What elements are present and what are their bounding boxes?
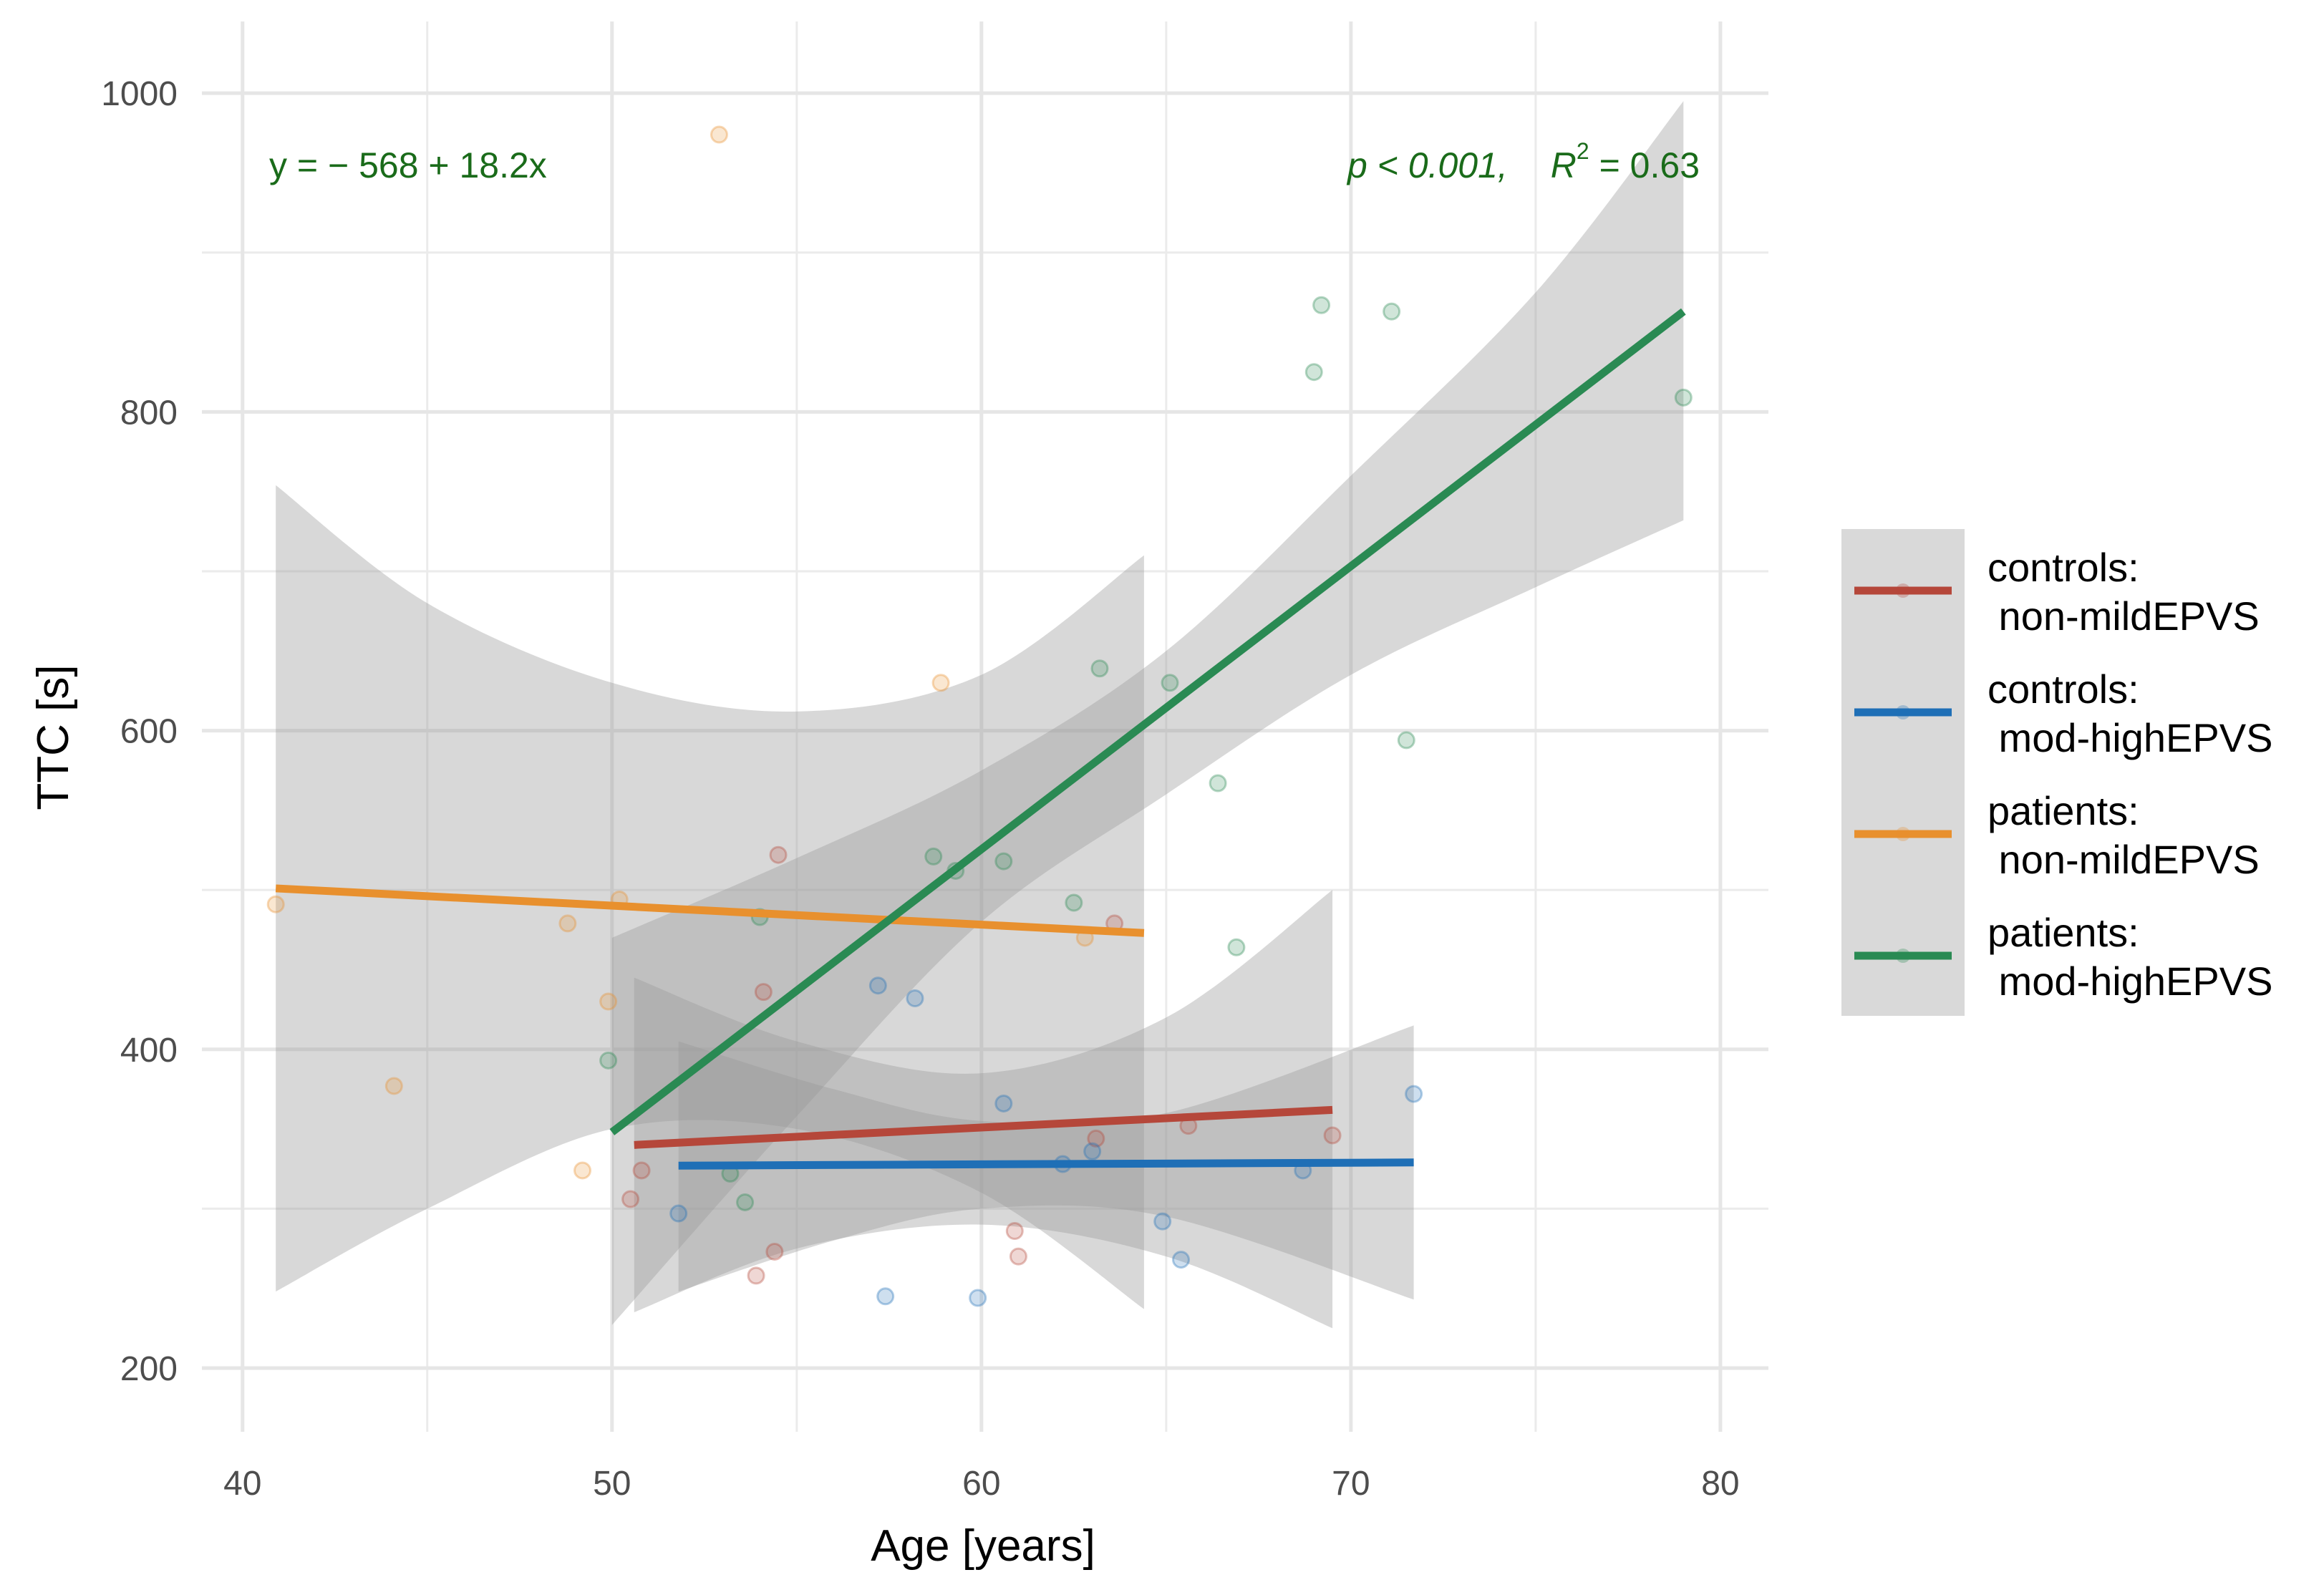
regression-line: [275, 884, 1145, 937]
data-point: [621, 1190, 640, 1208]
data-point: [1405, 1085, 1423, 1103]
y-axis-title: TTC [s]: [29, 664, 78, 810]
confidence-ribbons: [276, 101, 1684, 1329]
legend-item-patients-modhigh: patients: mod-highEPVS: [1854, 910, 2272, 1004]
data-point: [765, 1242, 784, 1261]
y-tick-label: 800: [120, 394, 178, 432]
data-point: [573, 1161, 592, 1180]
legend-item-patients-nonmild: patients: non-mildEPVS: [1854, 788, 2260, 882]
data-point: [1005, 1222, 1024, 1241]
legend-label-line1: controls:: [1987, 545, 2139, 590]
legend-label-line1: patients:: [1987, 910, 2139, 955]
grid-minor: [202, 21, 1768, 1432]
x-tick-labels: 40 50 60 70 80: [223, 1465, 1740, 1503]
legend-label-line2: mod-highEPVS: [1987, 959, 2272, 1004]
legend-label-line1: patients:: [1987, 788, 2139, 833]
y-tick-labels: 200 400 600 800 1000: [101, 75, 178, 1388]
data-point: [1153, 1212, 1172, 1231]
y-tick-label: 1000: [101, 75, 178, 113]
data-point: [599, 992, 618, 1011]
regression-lines: [275, 308, 1686, 1170]
legend-item-controls-nonmild: controls: non-mildEPVS: [1854, 545, 2260, 639]
data-point: [384, 1077, 403, 1095]
data-point: [754, 983, 773, 1002]
data-point: [924, 847, 943, 866]
legend-item-controls-modhigh: controls: mod-highEPVS: [1854, 666, 2272, 760]
data-point: [558, 914, 577, 933]
data-point: [1383, 302, 1401, 321]
legend-key-point: [1896, 705, 1910, 719]
legend-key-point: [1896, 949, 1910, 963]
data-point: [599, 1051, 618, 1070]
data-point: [710, 125, 728, 144]
data-point: [1323, 1126, 1342, 1145]
legend-label-line2: non-mildEPVS: [1987, 837, 2260, 882]
data-point: [1227, 938, 1246, 956]
legend-label-line1: controls:: [1987, 666, 2139, 712]
data-point: [1312, 296, 1331, 314]
data-point: [1065, 893, 1083, 912]
confidence-ribbon: [276, 485, 1144, 1309]
data-point: [906, 989, 924, 1008]
x-axis-title: Age [years]: [871, 1521, 1095, 1571]
regression-line: [609, 308, 1686, 1135]
data-point: [1090, 659, 1109, 678]
data-point: [1083, 1142, 1102, 1160]
grid-major: [202, 21, 1768, 1432]
data-point: [1161, 674, 1179, 692]
legend-key-point: [1896, 827, 1910, 841]
data-point: [747, 1266, 765, 1285]
y-tick-label: 200: [120, 1350, 178, 1388]
data-point: [1304, 363, 1323, 382]
data-point: [969, 1289, 987, 1307]
data-point: [1009, 1247, 1027, 1266]
data-point: [1172, 1251, 1190, 1269]
data-point: [876, 1287, 895, 1306]
equation-annotation: y = − 568 + 18.2x: [269, 145, 547, 185]
data-point: [632, 1161, 651, 1180]
y-tick-label: 600: [120, 713, 178, 751]
stats-annotation: p < 0.001, R2 = 0.63: [1346, 138, 1700, 185]
data-point: [1087, 1129, 1105, 1148]
legend-label-line2: mod-highEPVS: [1987, 715, 2272, 760]
data-points: [266, 125, 1693, 1307]
regression-line: [678, 1158, 1414, 1170]
data-point: [994, 852, 1013, 871]
legend-key-point: [1896, 583, 1910, 598]
data-point: [769, 845, 788, 864]
confidence-ribbon: [611, 101, 1684, 1325]
legend-key-background: [1841, 529, 1965, 1016]
data-point: [931, 674, 950, 692]
y-tick-label: 400: [120, 1032, 178, 1070]
x-tick-label: 50: [593, 1465, 631, 1503]
data-point: [1209, 774, 1227, 792]
x-tick-label: 60: [962, 1465, 1000, 1503]
data-point: [868, 976, 887, 995]
data-point: [1674, 388, 1693, 407]
data-point: [1397, 731, 1415, 750]
legend-label-line2: non-mildEPVS: [1987, 593, 2260, 639]
x-tick-label: 70: [1332, 1465, 1370, 1503]
data-point: [669, 1204, 688, 1223]
confidence-ribbon: [634, 890, 1333, 1329]
data-point: [994, 1094, 1013, 1112]
x-tick-label: 40: [223, 1465, 261, 1503]
legend: controls: non-mildEPVS controls: mod-hig…: [1841, 529, 2272, 1016]
x-tick-label: 80: [1701, 1465, 1739, 1503]
data-point: [266, 895, 285, 913]
regression-line: [634, 1105, 1333, 1149]
data-point: [736, 1193, 755, 1211]
